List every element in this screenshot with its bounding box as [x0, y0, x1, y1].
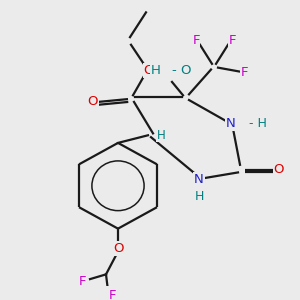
Text: O: O — [274, 163, 284, 176]
Text: O: O — [144, 64, 154, 77]
Text: H: H — [151, 64, 161, 77]
Text: N: N — [194, 172, 204, 186]
Text: H: H — [194, 190, 204, 203]
Text: F: F — [108, 289, 116, 300]
Text: H: H — [157, 129, 165, 142]
Text: N: N — [226, 117, 236, 130]
Text: O: O — [88, 95, 98, 108]
Text: F: F — [192, 34, 200, 46]
Text: - O: - O — [172, 64, 191, 77]
Text: F: F — [240, 66, 248, 79]
Text: F: F — [78, 275, 86, 289]
Text: F: F — [228, 34, 236, 46]
Text: - H: - H — [249, 117, 267, 130]
Text: O: O — [113, 242, 123, 255]
